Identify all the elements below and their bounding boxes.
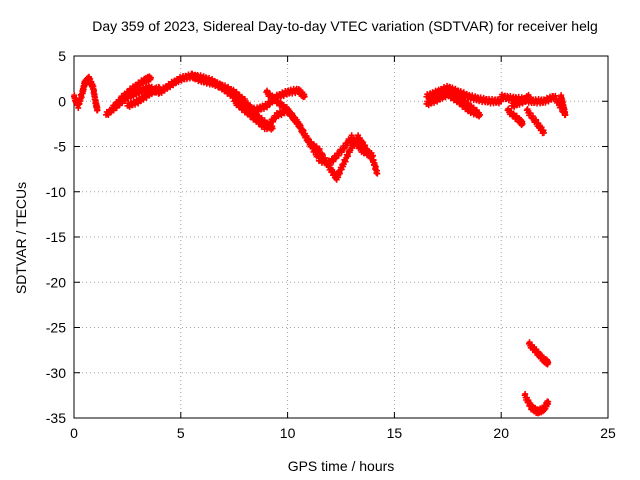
series-arc14 xyxy=(508,91,532,110)
y-tick-label: -30 xyxy=(46,365,66,381)
x-tick-label: 25 xyxy=(600,425,616,441)
data-point xyxy=(370,152,377,159)
data-point xyxy=(540,129,547,136)
data-point xyxy=(147,74,154,81)
series-arc12 xyxy=(504,105,526,129)
series-arc7 xyxy=(263,87,377,169)
data-point xyxy=(545,359,552,366)
x-axis-label: GPS time / hours xyxy=(287,458,395,474)
data-point xyxy=(476,111,483,118)
data-point xyxy=(519,120,526,127)
y-tick-label: 0 xyxy=(58,93,66,109)
series-arc3 xyxy=(109,73,154,112)
data-point xyxy=(374,170,381,177)
x-tick-label: 10 xyxy=(280,425,296,441)
x-tick-label: 20 xyxy=(493,425,509,441)
series-arc10 xyxy=(444,85,483,119)
series-arc4 xyxy=(124,83,163,110)
series-arc13 xyxy=(523,106,547,137)
y-tick-label: -10 xyxy=(46,184,66,200)
y-tick-label: -25 xyxy=(46,320,66,336)
data-point xyxy=(545,398,552,405)
chart-title: Day 359 of 2023, Sidereal Day-to-day VTE… xyxy=(92,18,598,34)
y-tick-label: -15 xyxy=(46,229,66,245)
data-point xyxy=(301,93,308,100)
x-tick-label: 0 xyxy=(70,425,78,441)
data-points xyxy=(71,70,569,417)
data-point xyxy=(94,107,101,114)
axis-ticks: 0 5 10 15 20 25 5 0 -5 -10 -15 -20 -25 -30 -35 xyxy=(46,48,616,441)
data-point xyxy=(156,84,163,91)
data-point xyxy=(525,93,532,100)
series-arc15 xyxy=(558,92,569,119)
x-tick-label: 5 xyxy=(177,425,185,441)
series-arc17 xyxy=(521,390,552,417)
data-point xyxy=(562,111,569,118)
y-tick-label: -20 xyxy=(46,274,66,290)
series-arc1 xyxy=(71,73,101,114)
y-tick-label: -35 xyxy=(46,410,66,426)
series-arc16 xyxy=(525,339,552,368)
y-tick-label: 5 xyxy=(58,48,66,64)
y-tick-label: -5 xyxy=(54,139,67,155)
x-tick-label: 15 xyxy=(387,425,403,441)
